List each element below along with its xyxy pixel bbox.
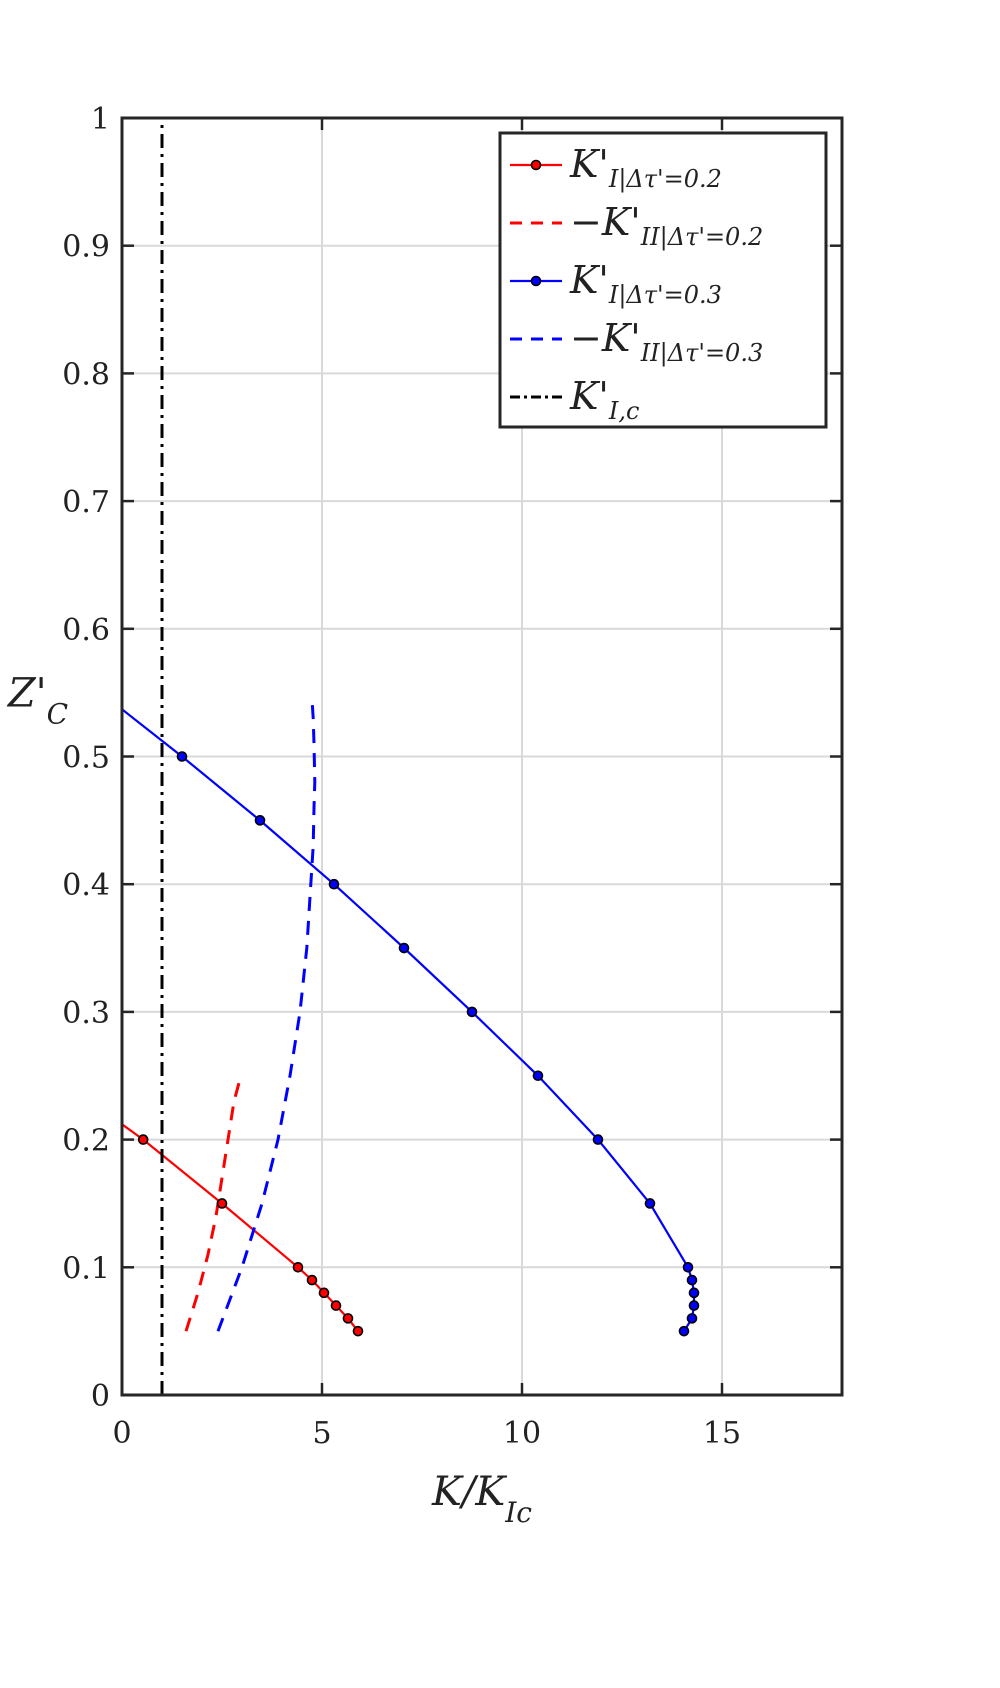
- legend-label-subscript: II: [640, 223, 660, 251]
- legend-marker-2: [530, 275, 542, 287]
- y-tick-label: 0.6: [62, 613, 110, 648]
- x-tick-label: 0: [112, 1416, 131, 1451]
- series-2-point: [678, 1325, 690, 1337]
- series-0-point: [306, 1274, 318, 1286]
- series-0-point: [330, 1300, 342, 1311]
- series-2-point: [592, 1134, 604, 1145]
- series-0-point: [352, 1325, 364, 1337]
- x-tick-label: 15: [703, 1416, 741, 1451]
- series-0-point: [216, 1198, 228, 1209]
- y-tick-label: 0.8: [62, 357, 110, 392]
- y-tick-label: 0.5: [62, 741, 110, 776]
- series-line-1: [184, 1081, 241, 1332]
- series-markers: [137, 751, 700, 1337]
- y-tick-label: 0.1: [62, 1251, 110, 1286]
- series-2-point: [398, 942, 410, 954]
- y-tick-label: 0.2: [62, 1124, 110, 1159]
- y-tick-label: 0: [91, 1379, 110, 1414]
- series-2-point: [686, 1274, 698, 1286]
- x-tick-label: 10: [503, 1416, 541, 1451]
- series-0-point: [342, 1313, 354, 1324]
- legend-label-condition: |Δτ'=0.3: [660, 339, 764, 368]
- x-axis-label-subscript: Ic: [504, 1496, 532, 1529]
- legend-label-subscript: I,c: [608, 397, 640, 425]
- series-0-point: [318, 1287, 330, 1299]
- axis-tick-labels: 0 5 10 15 0 0.1 0.2 0.3 0.4 0.5 0.6 0.7 0.8 0.9 1: [62, 102, 741, 1451]
- series-0-point: [292, 1262, 304, 1273]
- y-tick-label: 0.3: [62, 996, 110, 1031]
- axis-ticks: [120, 116, 842, 1397]
- series-2-point: [328, 878, 340, 890]
- legend-label-subscript: I: [608, 165, 619, 193]
- legend-label-2: K'I|Δτ'=0.3: [569, 258, 722, 310]
- y-tick-label: 1: [91, 102, 110, 137]
- legend-marker-0: [530, 159, 542, 171]
- series-2-point: [176, 751, 188, 762]
- series-0-point: [137, 1134, 149, 1145]
- x-tick-label: 5: [312, 1416, 331, 1451]
- legend: K'I|Δτ'=0.2−K'II|Δτ'=0.2K'I|Δτ'=0.3−K'II…: [498, 131, 828, 429]
- y-tick-label: 0.4: [62, 868, 110, 903]
- series-line-3: [216, 698, 317, 1332]
- series-2-point: [682, 1262, 694, 1273]
- legend-label-subscript: II: [640, 339, 660, 367]
- y-tick-label: 0.9: [62, 230, 110, 265]
- legend-label-subscript: I: [608, 281, 619, 309]
- series-2-point: [686, 1313, 698, 1324]
- legend-label-condition: |Δτ'=0.2: [660, 223, 764, 252]
- series-2-point: [466, 1006, 478, 1018]
- series-2-point: [644, 1198, 656, 1209]
- series-2-point: [688, 1287, 700, 1299]
- legend-label-0: K'I|Δτ'=0.2: [569, 142, 722, 194]
- legend-label-condition: |Δτ'=0.2: [618, 165, 722, 194]
- series-2-point: [254, 815, 266, 826]
- series-2-point: [688, 1300, 700, 1311]
- y-axis-label-subscript: C: [47, 697, 68, 730]
- legend-label-condition: |Δτ'=0.3: [618, 281, 722, 310]
- series-2-point: [532, 1070, 544, 1082]
- y-tick-label: 0.7: [62, 485, 110, 520]
